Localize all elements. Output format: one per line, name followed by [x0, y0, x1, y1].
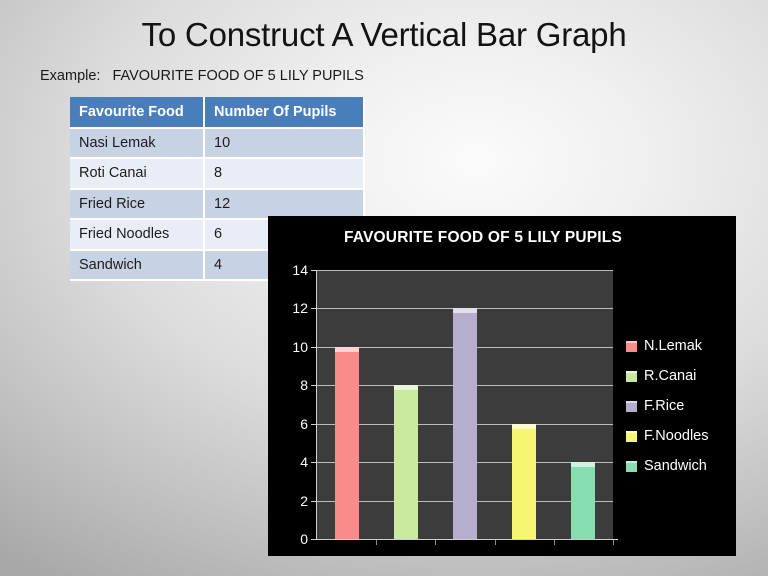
bar-highlight [571, 462, 596, 468]
plot-area [317, 270, 613, 539]
example-label: Example: [40, 68, 101, 84]
legend-item-sandwich[interactable]: Sandwich [626, 451, 736, 481]
y-axis-tick-label: 12 [292, 300, 308, 317]
cell-food: Sandwich [70, 249, 205, 281]
legend-label: F.Rice [644, 398, 685, 414]
bar-f-noodles[interactable] [512, 423, 537, 539]
legend-label: F.Noodles [644, 428, 709, 444]
bar-highlight [512, 423, 537, 429]
legend-swatch-icon [626, 460, 637, 472]
chart-title: FAVOURITE FOOD OF 5 LILY PUPILS [343, 229, 623, 246]
y-axis-tick-mark [311, 462, 317, 464]
y-axis-tick-mark [311, 308, 317, 310]
y-axis-tick-mark [311, 270, 317, 271]
table-header-row: Favourite Food Number Of Pupils [70, 97, 365, 129]
page-title: To Construct A Vertical Bar Graph [141, 16, 627, 53]
y-axis-tick-label: 4 [300, 454, 308, 471]
legend-label: R.Canai [644, 368, 697, 384]
bar-highlight [393, 385, 418, 391]
y-axis-line [316, 270, 317, 540]
y-axis-tick-label: 6 [300, 415, 308, 432]
chart-legend: N.Lemak R.Canai F.Rice F.Noodles Sandwich [626, 331, 736, 481]
x-axis-tick-mark [376, 540, 378, 545]
legend-item-n-lemak[interactable]: N.Lemak [626, 331, 736, 361]
cell-food: Fried Noodles [70, 219, 205, 251]
table-row: Fried Rice 12 [70, 188, 365, 220]
column-header-food: Favourite Food [70, 97, 205, 129]
legend-label: N.Lemak [644, 338, 703, 354]
x-axis-tick-mark [553, 540, 555, 545]
column-header-count: Number Of Pupils [204, 97, 365, 129]
y-axis-tick-label: 0 [300, 531, 308, 547]
legend-swatch-icon [626, 370, 637, 382]
bar-n-lemak[interactable] [334, 346, 359, 539]
y-axis-tick-label: 14 [292, 262, 308, 278]
bar-f-rice[interactable] [453, 308, 477, 539]
bar-sandwich[interactable] [571, 462, 596, 539]
bar-chart-panel: FAVOURITE FOOD OF 5 LILY PUPILS 0 2 4 6 8 10 1… [268, 216, 736, 556]
cell-food: Nasi Lemak [70, 127, 205, 159]
x-axis-tick-mark [494, 540, 496, 545]
bar-highlight [453, 308, 477, 314]
y-axis-tick-mark [311, 539, 317, 540]
y-axis-tick-mark [311, 500, 317, 502]
bar-highlight [334, 346, 359, 352]
example-text: FAVOURITE FOOD OF 5 LILY PUPILS [112, 68, 364, 84]
cell-food: Roti Canai [70, 158, 205, 190]
x-axis-line [312, 539, 618, 540]
legend-item-f-noodles[interactable]: F.Noodles [626, 421, 736, 451]
y-axis-tick-label: 2 [300, 492, 308, 509]
legend-swatch-icon [626, 340, 637, 352]
cell-food: Fried Rice [70, 188, 205, 220]
legend-swatch-icon [626, 430, 637, 442]
x-axis-tick-mark [435, 540, 437, 545]
cell-count: 12 [204, 188, 365, 220]
legend-label: Sandwich [644, 458, 707, 474]
y-axis-tick-label: 10 [292, 338, 308, 355]
cell-count: 10 [204, 127, 365, 159]
bar-r-canai[interactable] [393, 385, 418, 539]
y-axis-tick-mark [311, 423, 317, 425]
table-row: Nasi Lemak 10 [70, 127, 365, 159]
gridline [317, 270, 613, 271]
y-axis-tick-mark [311, 385, 317, 387]
y-axis-tick-labels: 0 2 4 6 8 10 12 14 [268, 263, 308, 546]
y-axis-tick-mark [311, 346, 317, 348]
legend-item-f-rice[interactable]: F.Rice [626, 391, 736, 421]
example-caption: Example: FAVOURITE FOOD OF 5 LILY PUPILS [40, 68, 364, 84]
x-axis-tick-mark [613, 540, 614, 545]
table-row: Roti Canai 8 [70, 158, 365, 190]
legend-swatch-icon [626, 400, 637, 412]
y-axis-tick-label: 8 [300, 377, 308, 394]
cell-count: 8 [204, 158, 365, 190]
legend-item-r-canai[interactable]: R.Canai [626, 361, 736, 391]
